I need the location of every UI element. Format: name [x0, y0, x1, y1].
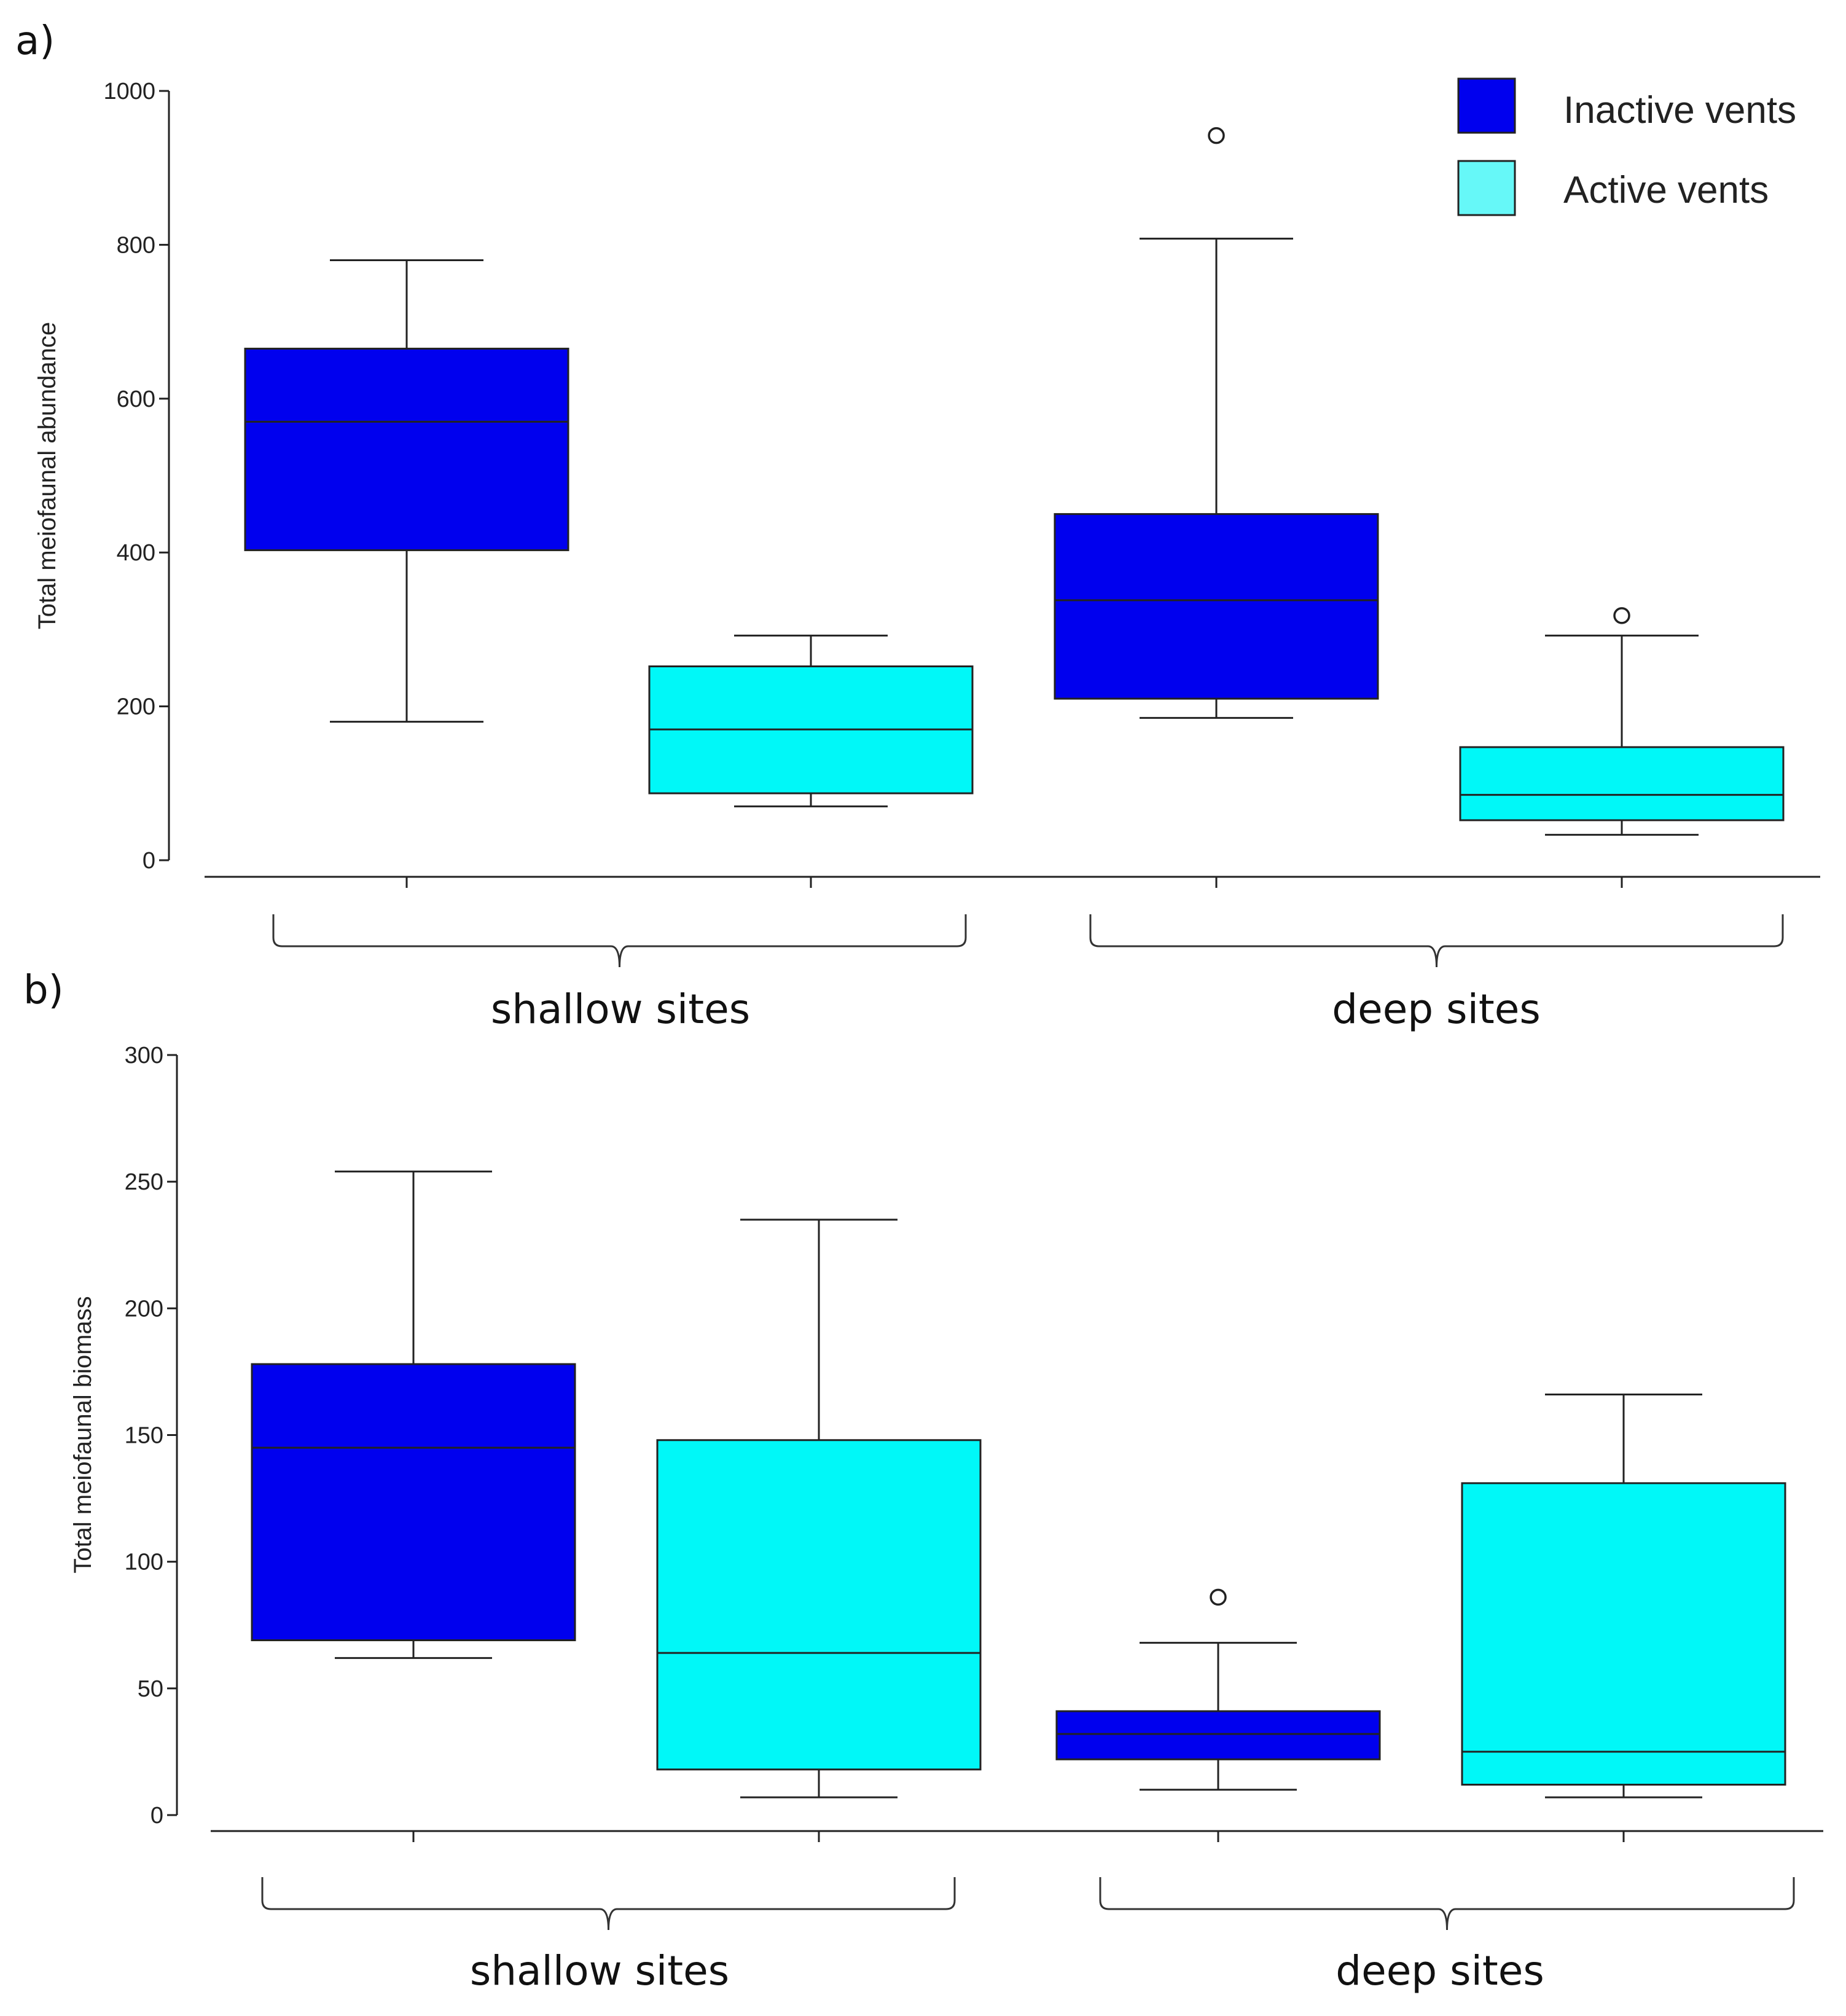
outlier-point [1613, 607, 1630, 624]
y-tick-label: 0 [143, 848, 155, 874]
y-tick-label: 600 [117, 386, 155, 412]
y-tick-label: 100 [125, 1550, 163, 1575]
interquartile-box [251, 1363, 576, 1641]
group-bracket [261, 1877, 956, 1931]
box-plot-inactive-shallow [251, 1171, 576, 1659]
box-plot-active-shallow [656, 1218, 982, 1798]
group-bracket [1089, 914, 1784, 968]
legend-label-inactive: Inactive vents [1563, 89, 1796, 131]
interquartile-box [1055, 1710, 1381, 1760]
box-plot-active-deep [1461, 1394, 1786, 1798]
legend-swatch-inactive [1457, 77, 1516, 134]
y-tick-label: 200 [117, 694, 155, 720]
y-tick-label: 800 [117, 232, 155, 258]
box-plot-inactive-deep [1054, 127, 1379, 719]
y-tick-label: 200 [125, 1296, 163, 1322]
y-axis-title: Total meiofaunal abundance [34, 322, 61, 629]
group-label-shallow: shallow sites [470, 1947, 729, 1994]
box-plot-inactive-shallow [244, 259, 569, 723]
y-tick-label: 150 [125, 1423, 163, 1449]
box-plot-active-deep [1459, 607, 1785, 836]
y-tick-label: 1000 [103, 79, 155, 104]
legend-swatch-active [1457, 160, 1516, 216]
panel-b-biomass-chart: b) 0 50 100 150 200 250 300 Total meiofaunal bio… [23, 968, 1823, 1994]
outlier-point [1208, 127, 1225, 144]
interquartile-box [656, 1439, 982, 1771]
y-tick-label: 0 [151, 1803, 163, 1829]
y-axis-title: Total meiofaunal biomass [69, 1296, 96, 1573]
group-label-deep: deep sites [1336, 1947, 1544, 1994]
interquartile-box [1459, 746, 1785, 822]
interquartile-box [1461, 1482, 1786, 1786]
panel-label: b) [23, 968, 64, 1013]
box-plot-inactive-deep [1055, 1588, 1381, 1791]
y-tick-label: 300 [125, 1043, 163, 1069]
y-tick-label: 400 [117, 540, 155, 566]
legend: Inactive vents Active vents [1457, 77, 1796, 216]
group-label-deep: deep sites [1332, 986, 1541, 1033]
outlier-point [1210, 1588, 1227, 1606]
panel-a-abundance-chart: a) 0 200 400 600 800 1000 Total meiofaunal abun… [15, 18, 1820, 1033]
box-plot-active-shallow [648, 634, 974, 807]
interquartile-box [1054, 513, 1379, 700]
panel-label: a) [15, 18, 55, 64]
group-label-shallow: shallow sites [491, 986, 750, 1033]
y-tick-label: 250 [125, 1169, 163, 1195]
interquartile-box [244, 347, 569, 551]
group-bracket [1099, 1877, 1795, 1931]
y-tick-label: 50 [138, 1676, 163, 1702]
group-bracket [272, 914, 967, 968]
legend-label-active: Active vents [1563, 169, 1769, 211]
